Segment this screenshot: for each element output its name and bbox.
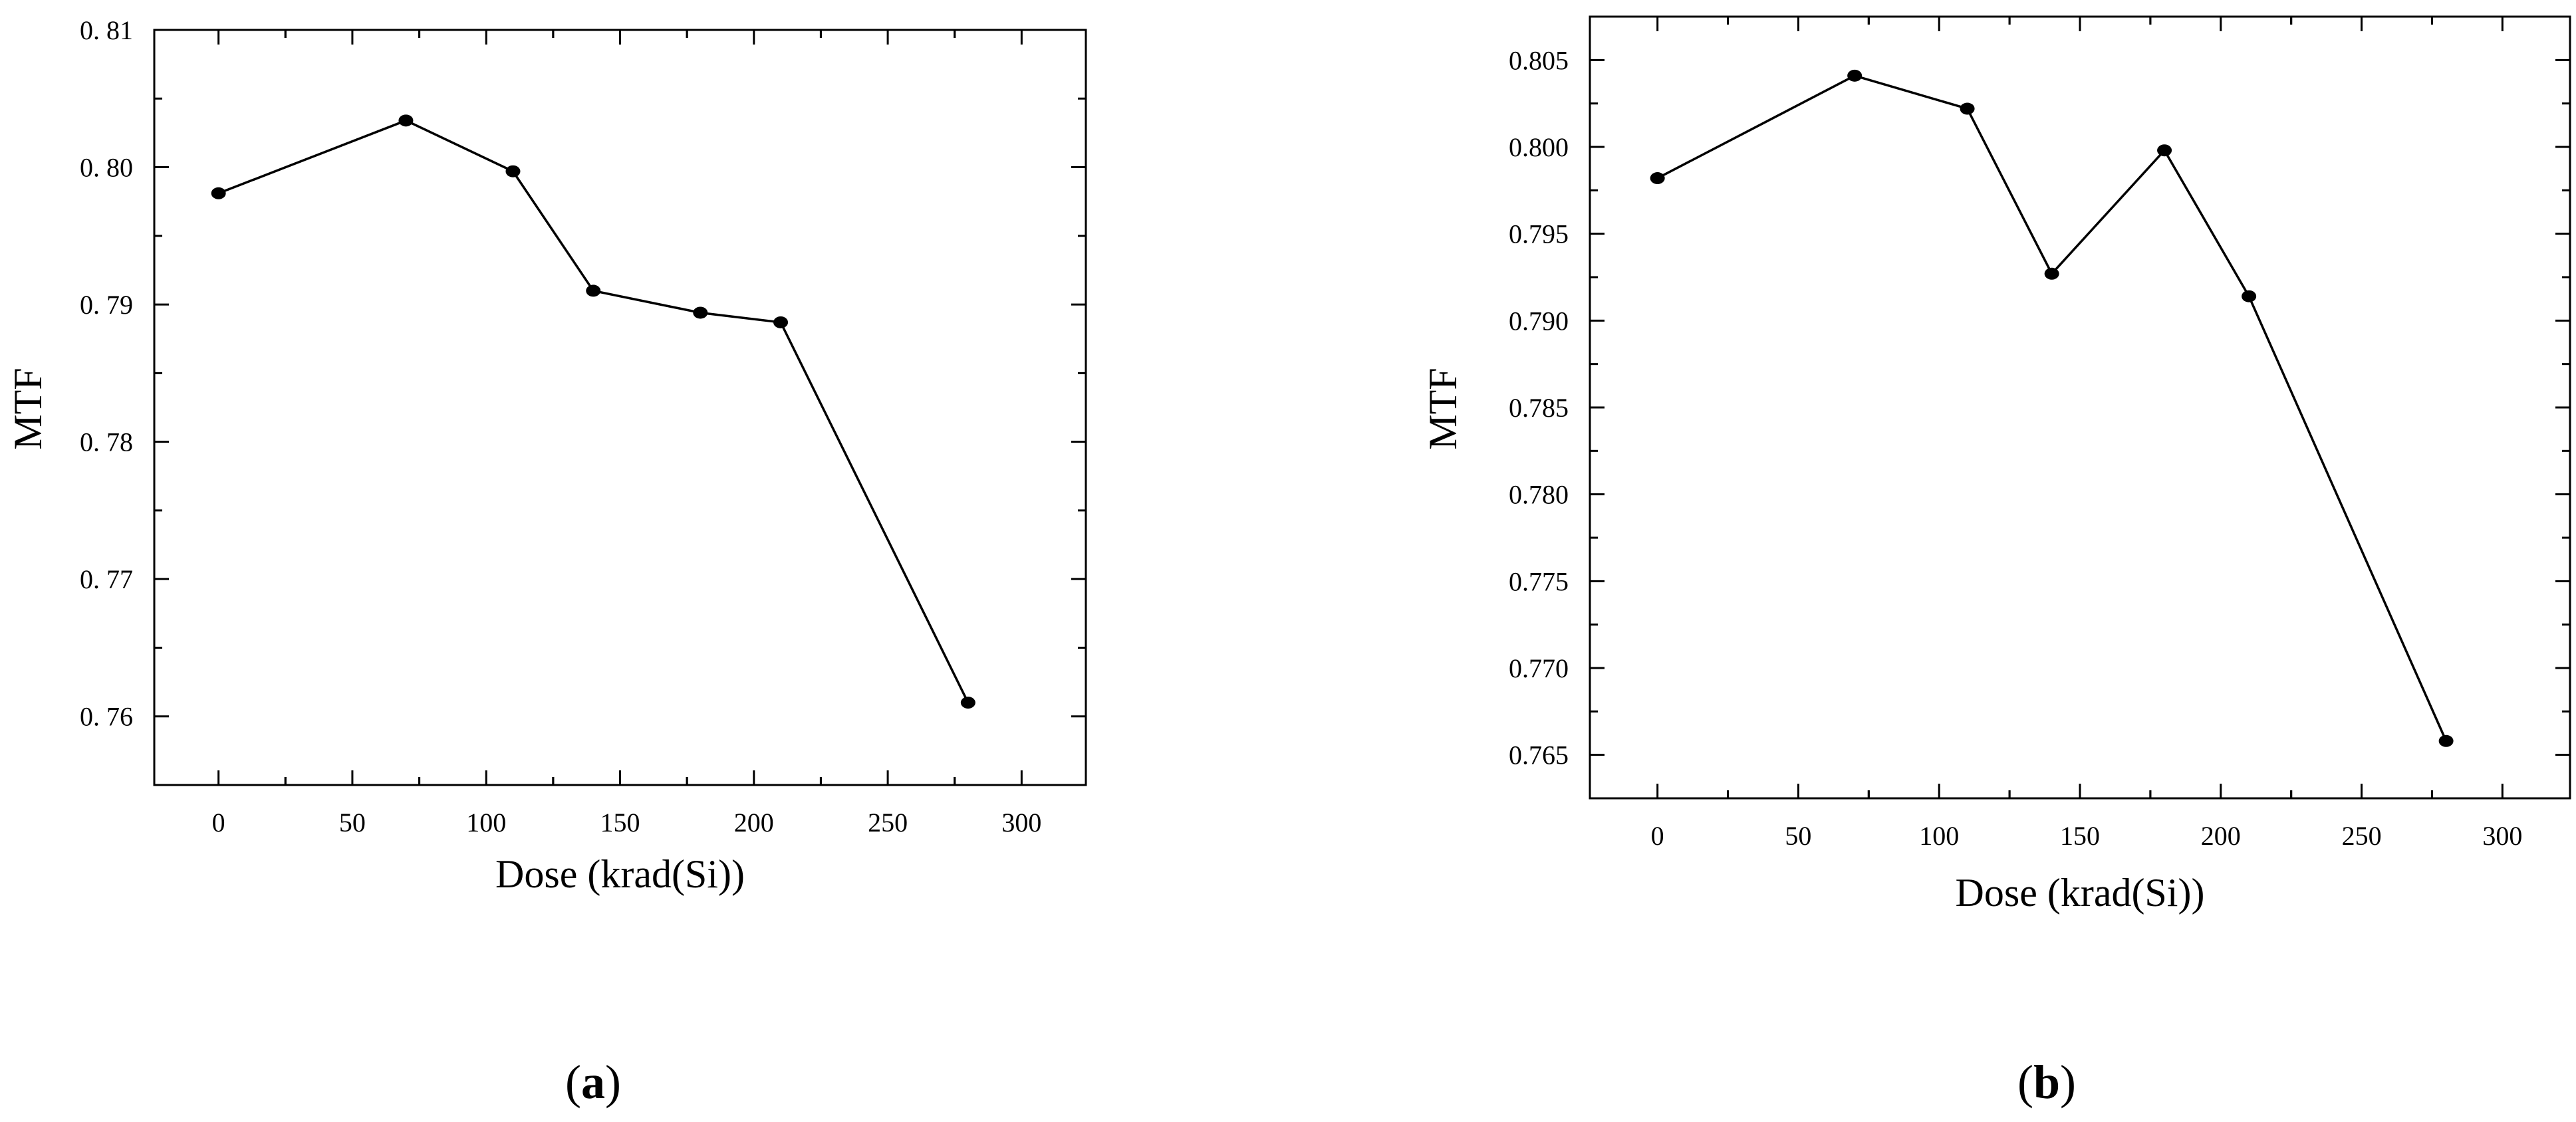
plot-frame [153,29,1087,786]
panel-letter: b [2033,1056,2060,1109]
chart-panel-a: 0 50 100 150 200 250 300 0. 76 0. 77 0. 78 0. 79 0.… [6,15,1087,1109]
data-point [773,316,789,328]
data-point [211,187,226,199]
y-axis-title: MTF [1421,368,1465,449]
x-tick-label: 250 [868,808,908,838]
x-tick-label: 300 [1001,808,1041,838]
panel-label: (a) [565,1056,621,1109]
data-point [2157,144,2172,157]
plot-frame [1589,15,2571,800]
series-line [1656,74,2448,742]
y-tick-label: 0.790 [1509,306,1569,336]
x-tick-label: 150 [600,808,640,838]
x-tick-label: 200 [734,808,774,838]
y-tick-label: 0. 80 [80,153,133,183]
data-point [1650,172,1665,185]
x-tick-label: 0 [212,808,225,838]
y-tick-label: 0.805 [1509,45,1569,75]
x-tick-label: 0 [1651,821,1664,851]
x-axis-title: Dose (krad(Si)) [1956,871,2205,915]
x-tick-label: 50 [1785,821,1811,851]
y-tick-label: 0. 77 [80,564,133,594]
x-axis-title: Dose (krad(Si)) [495,852,745,896]
y-tick-label: 0. 76 [80,702,133,732]
y-tick-label: 0.780 [1509,480,1569,510]
data-point [960,697,975,709]
panel-letter: a [581,1056,605,1109]
x-tick-label: 50 [339,808,366,838]
chart-panel-b: 0 50 100 150 200 250 300 0.765 0.770 0.775 0.780 0.… [1421,15,2571,1109]
y-tick-label: 0. 81 [80,15,133,45]
y-tick-label: 0.770 [1509,653,1569,683]
x-tick-label: 100 [1919,821,1959,851]
x-tick-label: 100 [466,808,506,838]
data-point [1960,102,1975,115]
data-point [505,165,521,177]
y-tick-label: 0.765 [1509,740,1569,770]
y-tick-label: 0.775 [1509,566,1569,596]
y-axis-title: MTF [6,368,50,449]
x-tick-label: 250 [2342,821,2382,851]
data-point [586,284,601,297]
panel-label: (b) [2017,1056,2076,1109]
x-tick-label: 150 [2060,821,2100,851]
data-point [1847,69,1863,82]
y-tick-label: 0.795 [1509,219,1569,249]
y-tick-label: 0.800 [1509,132,1569,162]
data-point [693,306,708,319]
y-tick-label: 0. 78 [80,427,133,457]
x-tick-label: 200 [2201,821,2241,851]
y-tick-label: 0. 79 [80,290,133,320]
x-tick-label: 300 [2482,821,2522,851]
series-line [217,119,969,703]
data-point [2438,734,2454,747]
data-point [2242,290,2257,302]
data-point [2044,267,2059,280]
data-point [398,114,414,127]
y-tick-label: 0.785 [1509,393,1569,423]
